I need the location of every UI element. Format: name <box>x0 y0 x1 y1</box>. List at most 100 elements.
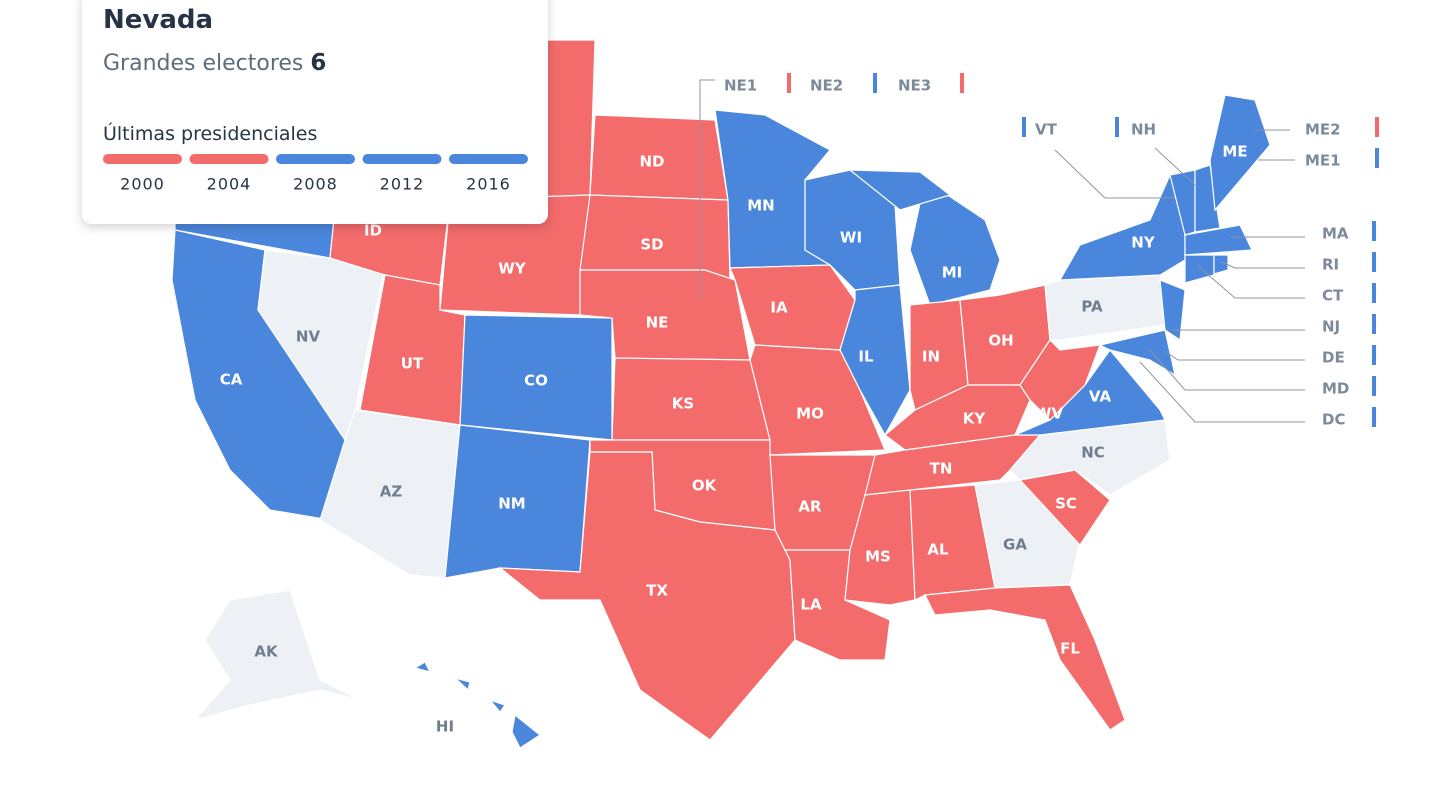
state-label: CO <box>524 372 548 390</box>
leader-line <box>1221 261 1305 269</box>
history-title: Últimas presidenciales <box>103 121 317 145</box>
callout-label: NE2 <box>810 77 843 95</box>
callout-swatch <box>960 73 964 93</box>
state-label: SC <box>1055 495 1077 513</box>
state-label: CA <box>220 371 243 389</box>
state-label: PA <box>1081 298 1103 316</box>
callout-label: NE1 <box>724 77 757 95</box>
state-shape <box>1194 164 1221 233</box>
state-label: IL <box>858 348 874 366</box>
state-label: FL <box>1060 640 1080 658</box>
state-shape <box>193 589 361 722</box>
leader-line <box>1054 149 1175 199</box>
state-label: NE <box>646 314 669 332</box>
callout-label: RI <box>1322 256 1339 274</box>
state-label: KY <box>963 410 987 428</box>
state-label: AK <box>254 643 279 661</box>
history-year: 2016 <box>466 175 511 194</box>
state-label: MN <box>747 197 774 215</box>
state-label: IN <box>922 348 940 366</box>
state-shape <box>848 169 952 211</box>
tooltip-electors: Grandes electores 6 <box>103 50 326 76</box>
callout-label: MD <box>1322 380 1349 398</box>
tooltip-box <box>82 0 548 224</box>
history-bar <box>449 154 528 164</box>
state-label: AR <box>798 498 822 516</box>
callout-swatch <box>1372 252 1376 272</box>
state-shape <box>729 264 856 351</box>
state-shape <box>454 677 471 692</box>
state-label: TX <box>646 582 668 600</box>
state-shape <box>1019 339 1101 421</box>
state-label: WI <box>840 229 862 247</box>
callout-swatch <box>1375 117 1379 137</box>
leader-line <box>699 79 715 300</box>
callout-swatch <box>1022 117 1026 137</box>
callout-swatch <box>1375 148 1379 168</box>
state-shape <box>1159 279 1186 342</box>
state-labels: CA NV ID WY UT CO AZ NM ND SD NE KS OK TX MN IA MO AR LA WI… <box>220 143 1248 736</box>
state-shape <box>1184 224 1253 256</box>
history-bar <box>362 154 442 164</box>
state-shape <box>924 584 1126 731</box>
history-bar <box>103 154 182 164</box>
history-bar <box>276 154 355 164</box>
state-label: MO <box>796 405 824 423</box>
state-label: SD <box>640 236 663 254</box>
state-shape <box>909 179 1001 306</box>
state-label: UT <box>401 355 424 373</box>
state-label: NY <box>1131 234 1156 252</box>
state-shape <box>413 661 432 673</box>
state-label: NC <box>1081 444 1105 462</box>
callout-label: NJ <box>1322 318 1340 336</box>
state-shape <box>1098 329 1176 377</box>
state-label: VA <box>1089 388 1112 406</box>
state-label: NV <box>296 328 321 346</box>
leader-line <box>1149 349 1305 391</box>
callouts: NE1 NE2 NE3 VT NH ME2 ME1 MA RI CT NJ DE MD DC <box>724 73 1379 429</box>
state-label: LA <box>800 596 822 614</box>
state-label: WY <box>498 260 527 278</box>
state-label: NM <box>498 495 525 513</box>
state-shape <box>511 713 542 749</box>
callout-label: NH <box>1131 121 1156 139</box>
state-shape <box>1058 173 1186 281</box>
state-label: OH <box>988 332 1013 350</box>
state-label: MS <box>865 548 891 566</box>
callout-label: MA <box>1322 225 1349 243</box>
state-label: ND <box>639 153 664 171</box>
callout-swatch <box>1372 221 1376 241</box>
electors-value: 6 <box>310 50 326 76</box>
state-shape <box>1184 254 1215 284</box>
state-label: MI <box>942 264 963 282</box>
callout-swatch <box>1372 314 1376 334</box>
history-year: 2008 <box>293 175 338 194</box>
state-label: ID <box>364 222 382 240</box>
tooltip: Nevada Grandes electores 6 Últimas presi… <box>82 0 548 224</box>
history: 2000 2004 2008 2012 2016 <box>103 154 528 194</box>
callout-swatch <box>787 73 791 93</box>
state-label: IA <box>770 299 788 317</box>
state-shape <box>839 284 911 437</box>
callout-label: ME1 <box>1305 152 1341 170</box>
history-year: 2000 <box>120 175 165 194</box>
leader-line <box>1165 351 1305 361</box>
state-label: TN <box>930 460 953 478</box>
leader-lines <box>699 79 1305 423</box>
leader-line <box>1197 265 1305 299</box>
callout-swatch <box>1372 283 1376 303</box>
callout-label: DC <box>1322 411 1345 429</box>
state-label: WV <box>1035 405 1064 423</box>
leader-line <box>1139 361 1305 423</box>
state-shape <box>498 451 796 741</box>
callout-swatch <box>1372 345 1376 365</box>
history-bar <box>189 154 269 164</box>
state-label: HI <box>436 718 454 736</box>
callout-swatch <box>873 73 877 93</box>
electors-label: Grandes electores <box>103 51 303 76</box>
history-year: 2012 <box>380 175 425 194</box>
state-shape <box>1044 274 1166 341</box>
callout-swatch <box>1372 407 1376 427</box>
